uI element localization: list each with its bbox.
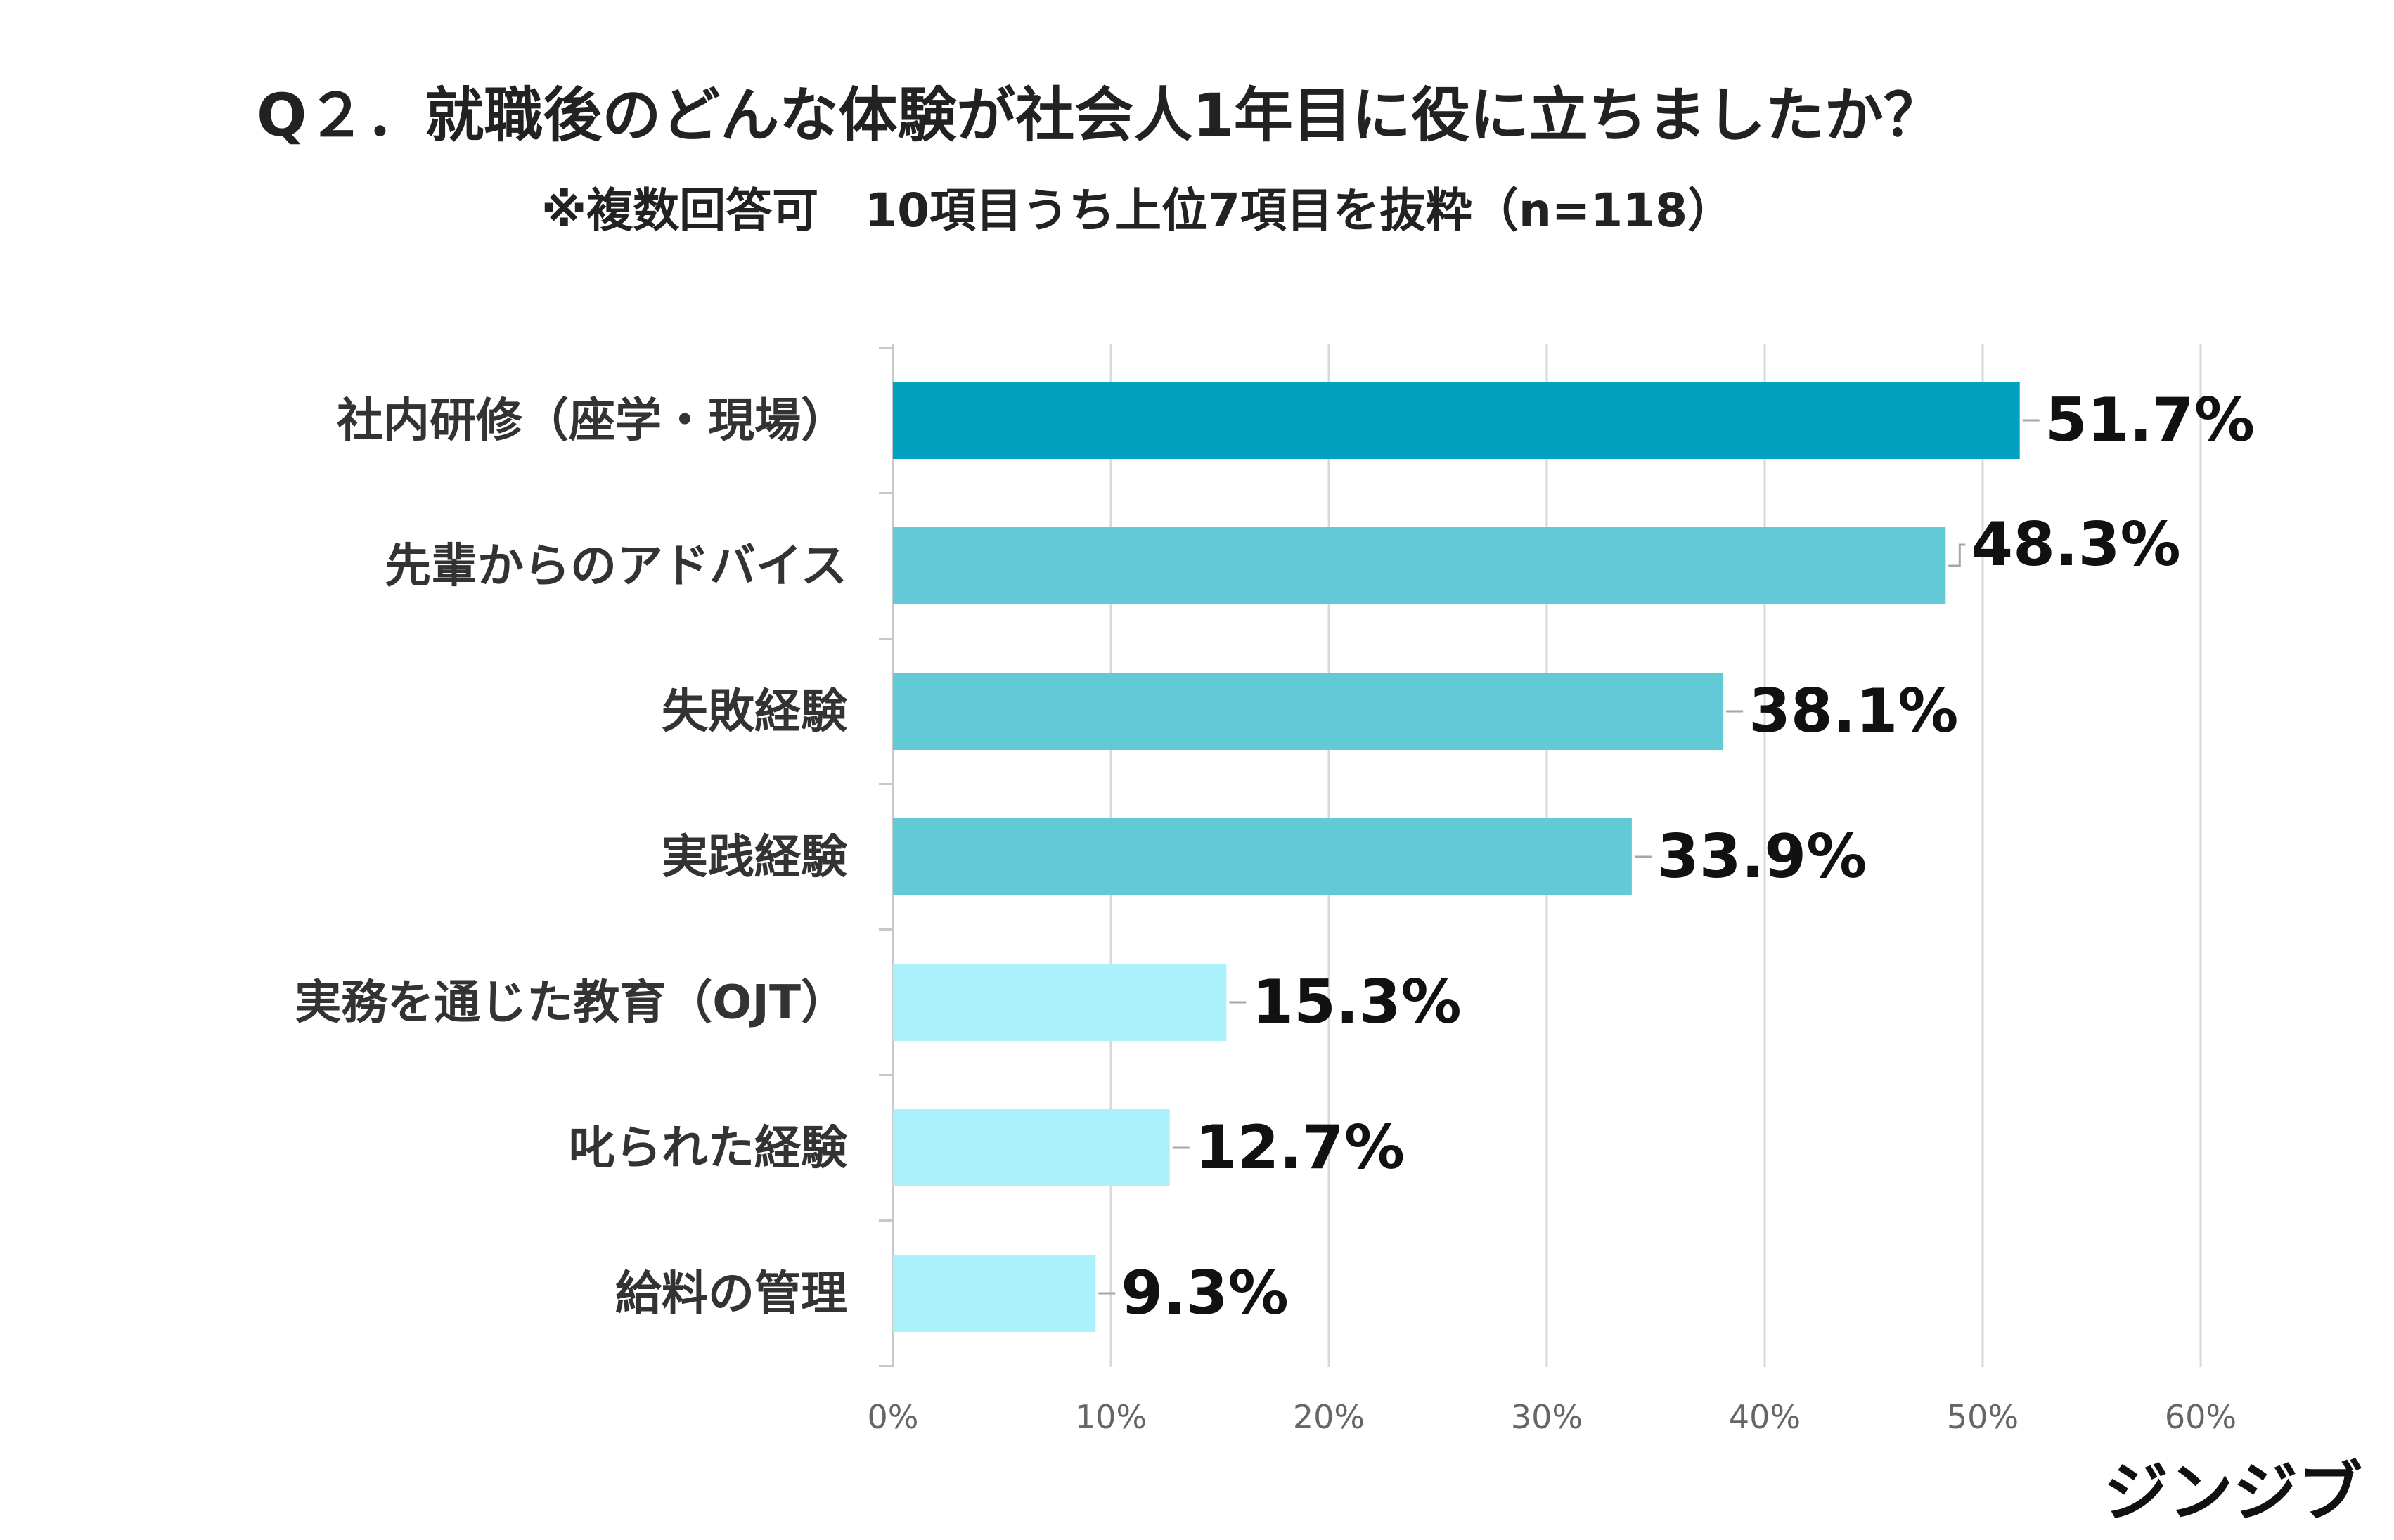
value-labels: 51.7% 48.3% 38.1% 33.9% 15.3% 12.7% 9.3%: [1098, 385, 2255, 1328]
category-label: 給料の管理: [615, 1267, 847, 1321]
value-label: 9.3%: [1121, 1258, 1289, 1328]
x-tick-label: 60%: [2165, 1398, 2237, 1436]
bar: [893, 1109, 1170, 1186]
leader-line: [1948, 543, 1966, 567]
x-tick-label: 20%: [1293, 1398, 1365, 1436]
chart-subtitle: ※複数回答可 10項目うち上位7項目を抜粋（n=118）: [541, 183, 1734, 238]
value-label: 33.9%: [1657, 822, 1867, 892]
bars: [893, 382, 2020, 1332]
value-label: 12.7%: [1195, 1113, 1405, 1183]
category-label: 叱られた経験: [569, 1121, 848, 1175]
bar: [893, 818, 1632, 895]
bar: [893, 527, 1946, 604]
x-tick-label: 30%: [1511, 1398, 1583, 1436]
bar: [893, 673, 1724, 750]
bar: [893, 382, 2020, 459]
x-tick-label: 50%: [1947, 1398, 2019, 1436]
chart-title: Q２．就職後のどんな体験が社会人1年目に役に立ちましたか？: [257, 81, 1943, 150]
jinjib-logo: ジンジブ: [2104, 1455, 2362, 1530]
value-label: 48.3%: [1971, 510, 2180, 580]
x-tick-label: 40%: [1729, 1398, 1801, 1436]
x-tick-label: 10%: [1075, 1398, 1147, 1436]
category-label: 社内研修（座学・現場）: [337, 394, 847, 448]
category-label: 実践経験: [662, 830, 848, 884]
bar: [893, 964, 1227, 1041]
x-axis-tick-labels: 0% 10% 20% 30% 40% 50% 60%: [868, 1398, 2237, 1436]
category-label: 先輩からのアドバイス: [385, 539, 847, 593]
category-labels: 社内研修（座学・現場） 先輩からのアドバイス失敗経験実践経験実務を通じた教育（OJ…: [295, 394, 848, 1321]
category-label: 実務を通じた教育（OJT）: [295, 976, 847, 1030]
value-label: 51.7%: [2045, 385, 2255, 455]
bar: [893, 1255, 1096, 1332]
value-label: 15.3%: [1251, 967, 1461, 1037]
category-label: 失敗経験: [662, 685, 848, 739]
value-label: 38.1%: [1749, 676, 1958, 746]
x-tick-label: 0%: [868, 1398, 919, 1436]
